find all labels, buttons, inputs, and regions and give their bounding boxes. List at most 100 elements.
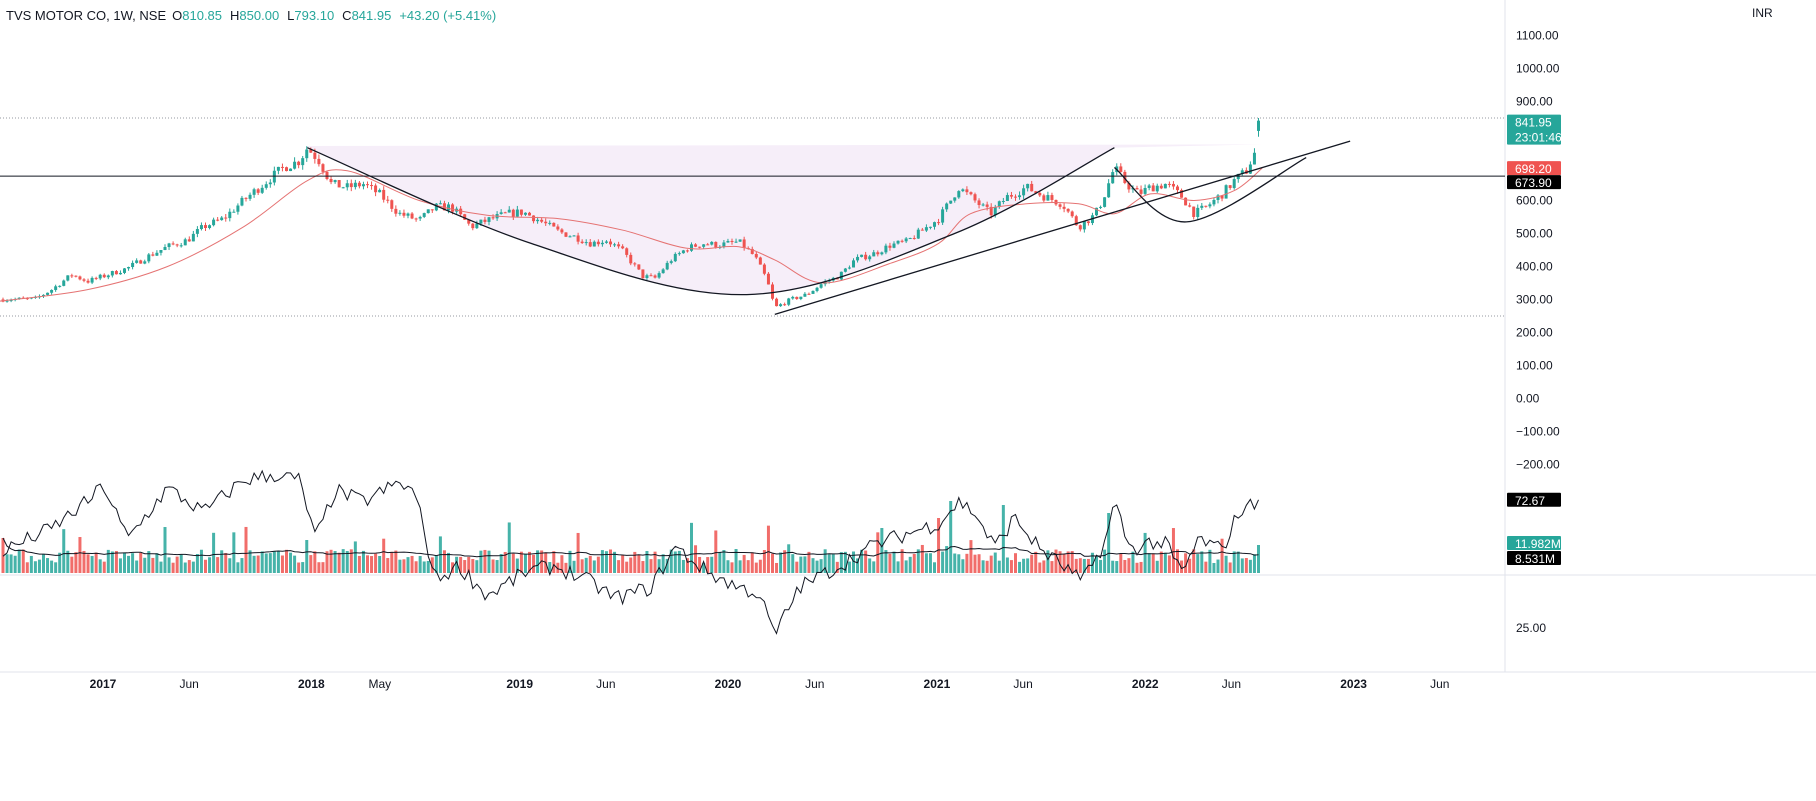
- volume-bar: [937, 518, 941, 573]
- volume-bar: [110, 551, 114, 573]
- candle-body: [1099, 206, 1103, 208]
- volume-bar: [872, 561, 876, 573]
- volume-bar: [868, 558, 872, 573]
- candle-body: [199, 225, 203, 230]
- volume-ma-badge: [1507, 551, 1561, 565]
- candle-body: [1228, 185, 1232, 188]
- volume-bar: [953, 553, 957, 573]
- candle-body: [264, 184, 268, 188]
- candle-body: [131, 262, 135, 268]
- volume-bar: [272, 551, 276, 573]
- volume-bar: [374, 553, 378, 573]
- volume-bar: [410, 555, 414, 573]
- price-tick-label: 500.00: [1516, 227, 1553, 241]
- volume-bar: [1046, 550, 1050, 573]
- candle-body: [758, 257, 762, 265]
- candle-body: [50, 289, 54, 293]
- candle-body: [641, 269, 645, 279]
- volume-bar: [613, 551, 617, 573]
- candle-body: [973, 194, 977, 201]
- volume-bar: [880, 528, 884, 573]
- volume-bar: [499, 554, 503, 573]
- volume-bar: [779, 552, 783, 573]
- candle-body: [532, 215, 536, 222]
- volume-bar: [1184, 553, 1188, 573]
- symbol-title[interactable]: TVS MOTOR CO, 1W, NSE: [6, 7, 167, 23]
- candle-body: [540, 219, 544, 222]
- candle-body: [1103, 197, 1107, 207]
- candle-body: [147, 254, 151, 262]
- volume-bar: [799, 556, 803, 573]
- volume-bar: [1070, 551, 1074, 573]
- candle-body: [1022, 188, 1026, 196]
- ma-value-badge-text: 698.20: [1515, 162, 1552, 176]
- candle-body: [386, 199, 390, 201]
- price-axis[interactable]: 1100.001000.00900.00800.00700.00600.0050…: [1507, 29, 1562, 636]
- candle-body: [297, 161, 301, 166]
- candle-body: [600, 242, 604, 245]
- volume-bar: [256, 555, 260, 573]
- moving-average-line: [0, 167, 1263, 302]
- candle-body: [661, 269, 665, 274]
- volume-bar: [1228, 562, 1232, 573]
- candle-body: [248, 194, 252, 199]
- candle-body: [1014, 196, 1017, 198]
- candle-body: [993, 207, 997, 216]
- volume-bar: [42, 554, 45, 573]
- close-value: 841.95: [351, 7, 392, 23]
- candle-body: [621, 246, 625, 249]
- volume-bar: [1026, 558, 1030, 573]
- candle-body: [977, 200, 981, 206]
- price-tick-label: 200.00: [1516, 326, 1553, 340]
- candle-body: [726, 240, 730, 243]
- candle-body: [90, 277, 94, 283]
- time-axis[interactable]: 2017 Jun 2018 May 2019 Jun 2020 Jun 2021 Jun 2022 J…: [90, 677, 1450, 691]
- candle-body: [1082, 221, 1086, 230]
- candle-body: [916, 229, 920, 239]
- volume-bar: [965, 553, 969, 573]
- volume-bar: [147, 551, 151, 573]
- candle-body: [1078, 225, 1082, 230]
- volume-bar: [536, 550, 540, 573]
- candle-body: [491, 217, 495, 219]
- drawings-layer[interactable]: [0, 140, 1505, 315]
- candle-body: [293, 161, 297, 169]
- candle-body: [1135, 188, 1139, 190]
- volume-bar: [1107, 513, 1111, 573]
- volume-bar: [325, 551, 329, 573]
- volume-bar: [811, 558, 815, 573]
- candle-body: [175, 244, 179, 246]
- volume-bar: [657, 559, 661, 573]
- candle-body: [1155, 185, 1159, 192]
- candle-body: [722, 242, 726, 247]
- candle-body: [714, 241, 718, 248]
- volume-bar: [86, 554, 90, 573]
- volume-bar: [1115, 561, 1119, 573]
- volume-bar: [633, 551, 637, 573]
- candle-body: [325, 171, 329, 179]
- candle-body: [819, 284, 823, 288]
- volume-bar: [418, 556, 422, 573]
- volume-bar: [649, 559, 653, 573]
- volume-bar: [1058, 551, 1062, 573]
- candle-body: [1232, 179, 1236, 188]
- volume-bar: [248, 550, 252, 573]
- time-tick-label: 2018: [298, 677, 325, 691]
- candle-body: [985, 204, 989, 207]
- volume-bar: [143, 557, 147, 573]
- volume-bar: [754, 562, 758, 573]
- volume-bar: [204, 559, 207, 573]
- open-label: O: [172, 7, 183, 23]
- candle-body: [924, 227, 928, 231]
- candle-body: [880, 252, 884, 255]
- volume-bar: [260, 551, 264, 573]
- volume-bar: [159, 561, 163, 573]
- volume-bar: [1212, 562, 1216, 573]
- volume-bar: [471, 559, 475, 573]
- volume-bar: [609, 549, 612, 573]
- candle-body: [414, 218, 418, 220]
- volume-bar: [1200, 551, 1204, 573]
- volume-bar: [1074, 558, 1078, 573]
- candle-body: [698, 246, 702, 248]
